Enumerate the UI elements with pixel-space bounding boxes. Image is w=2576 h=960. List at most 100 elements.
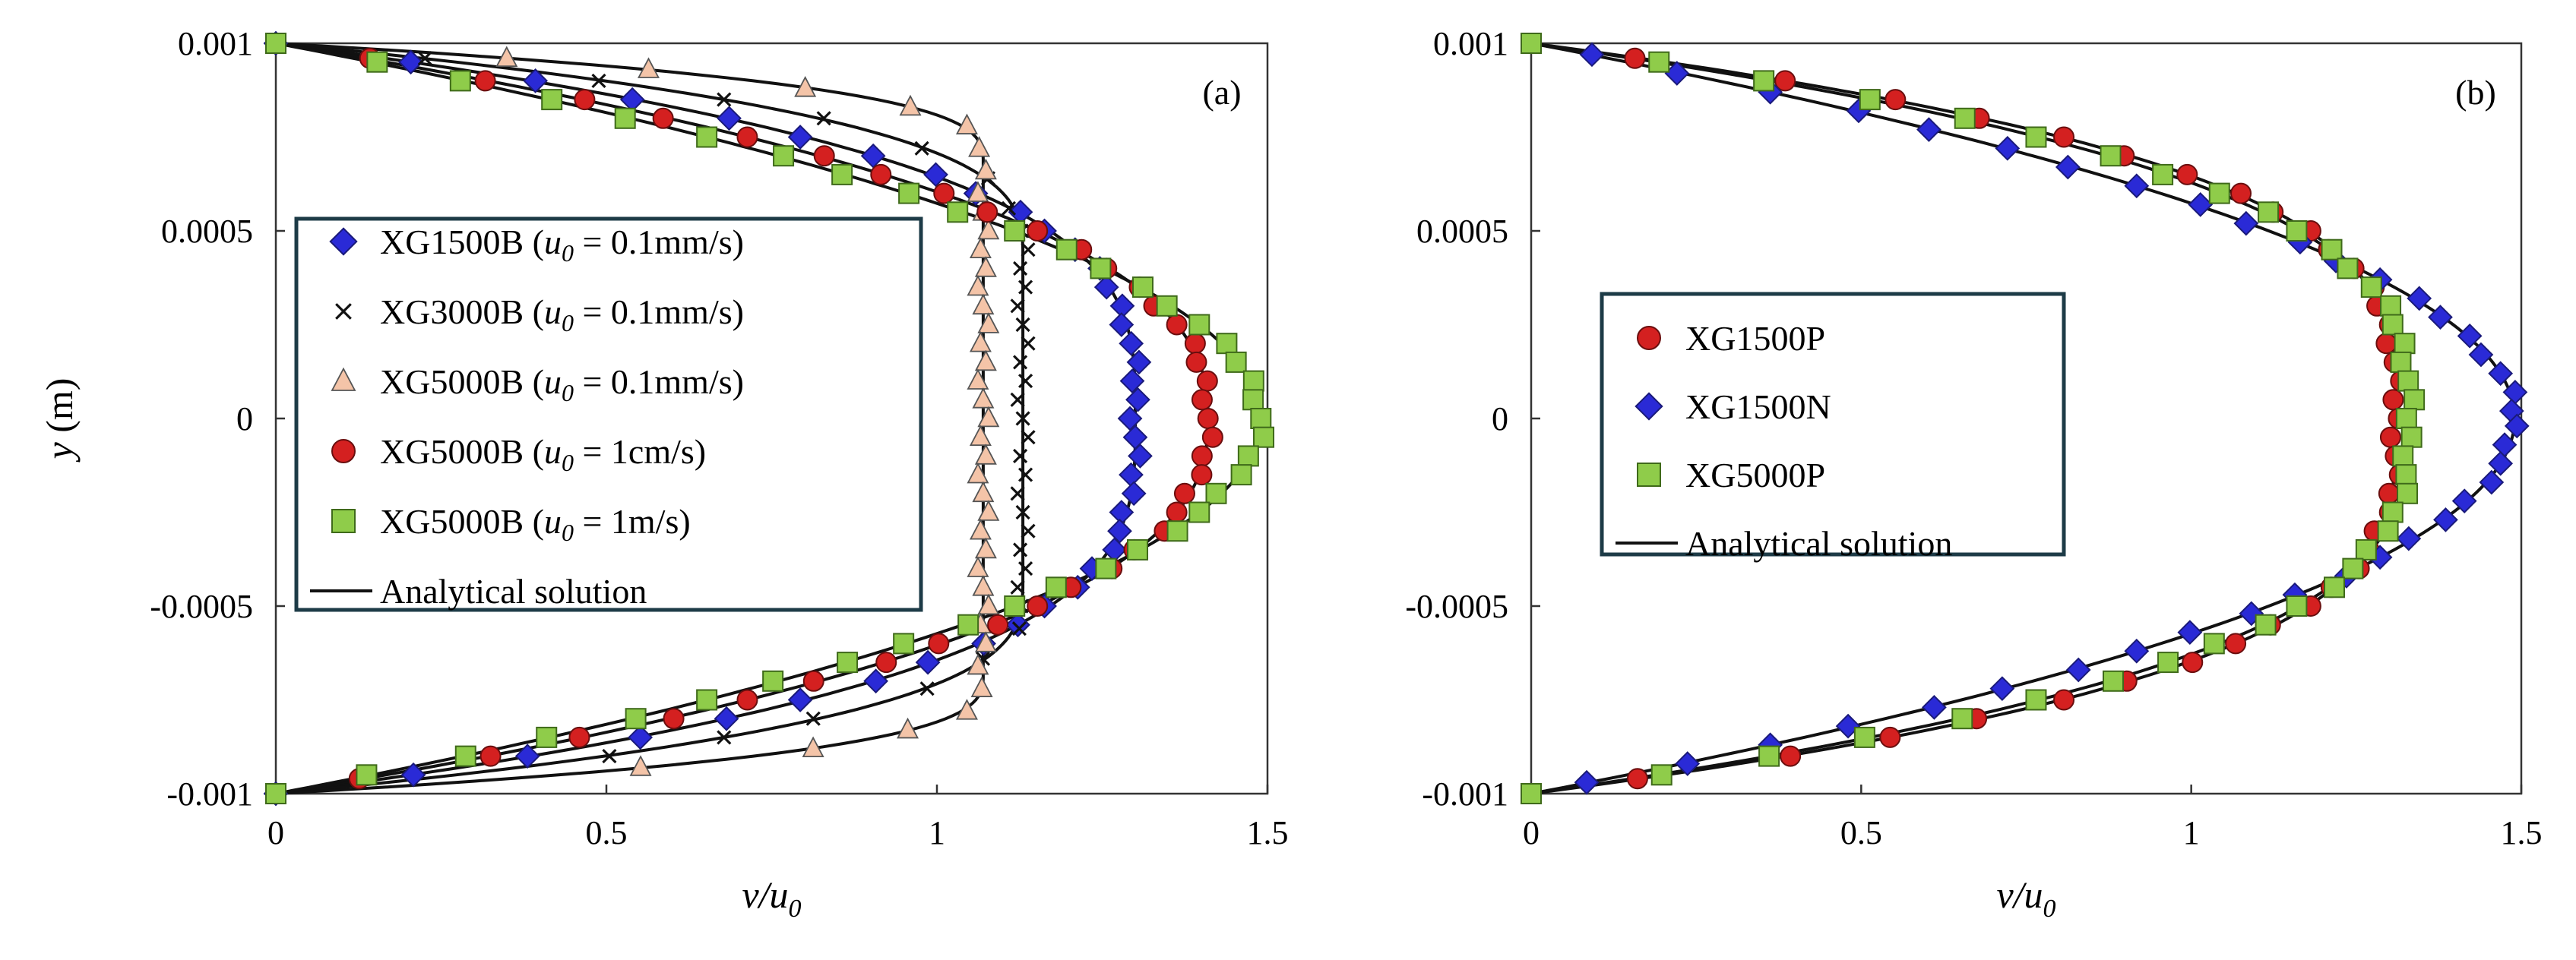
data-point	[1859, 89, 1881, 111]
data-point	[1125, 387, 1150, 412]
data-point	[541, 89, 563, 111]
data-point	[1574, 769, 1600, 795]
data-point	[899, 94, 922, 116]
data-point	[2124, 173, 2150, 199]
data-point	[860, 143, 886, 169]
data-point	[1027, 220, 1049, 242]
x-tick-label: 1	[2183, 814, 2200, 851]
data-point	[977, 218, 1000, 240]
data-point	[398, 49, 423, 75]
data-point	[2392, 445, 2414, 467]
legend-label: XG5000B (u0 = 1cm/s)	[380, 432, 706, 476]
y-tick-label: 0	[1492, 400, 1508, 437]
chart-panel-a: 0 0.5 1 1.5 0.001 0.0005 0 -0.0005 -0.001 v/u0 y (…	[38, 25, 1289, 923]
data-point	[898, 182, 920, 204]
data-point	[967, 556, 989, 577]
data-point	[1010, 579, 1025, 595]
data-point	[1579, 42, 1605, 68]
series-square	[1521, 33, 2426, 804]
data-point	[2286, 595, 2308, 617]
data-point	[969, 330, 992, 352]
data-point	[967, 462, 989, 484]
legend-marker	[331, 509, 356, 533]
data-point	[2381, 501, 2404, 523]
data-point	[1021, 242, 1036, 257]
data-point	[1624, 47, 1646, 69]
data-point	[2381, 314, 2404, 336]
legend-label: Analytical solution	[1685, 524, 1952, 563]
data-point	[837, 652, 859, 674]
data-point	[1017, 374, 1033, 389]
data-point	[1166, 520, 1188, 542]
data-point	[2378, 482, 2400, 504]
data-point	[2225, 633, 2247, 655]
data-point	[1216, 333, 1238, 355]
data-point	[1196, 370, 1218, 392]
legend-item: XG5000B (u0 = 1m/s)	[331, 502, 691, 546]
data-point	[1205, 482, 1227, 504]
data-point	[2188, 192, 2214, 217]
data-point	[1916, 117, 1941, 142]
legend-label: XG1500B (u0 = 0.1mm/s)	[380, 223, 744, 267]
data-point	[972, 481, 995, 503]
x-tick-label: 0	[267, 814, 284, 851]
series-triangle	[495, 46, 1000, 776]
data-point	[2390, 351, 2412, 373]
data-point	[875, 652, 897, 674]
data-point	[2065, 657, 2091, 683]
data-point	[2404, 389, 2426, 411]
data-point	[2258, 201, 2280, 223]
data-point	[1954, 107, 1976, 129]
data-point	[2395, 464, 2417, 486]
legend-marker	[1635, 392, 1663, 421]
data-point	[1951, 708, 1973, 730]
data-point	[2055, 154, 2081, 180]
data-point	[1122, 425, 1148, 450]
data-point	[1774, 70, 1796, 92]
data-point	[1127, 538, 1149, 561]
data-point	[736, 689, 758, 711]
data-point	[1156, 295, 1178, 317]
legend-label: XG5000B (u0 = 1m/s)	[380, 502, 691, 546]
data-point	[265, 33, 286, 54]
x-tick-label: 0	[1523, 814, 1540, 851]
legend-label: XG3000B (u0 = 0.1mm/s)	[380, 292, 744, 336]
data-point	[2239, 601, 2264, 627]
data-point	[2394, 333, 2416, 355]
legend: XG1500P XG1500N XG5000P Analytical solution	[1600, 292, 2066, 563]
data-point	[968, 136, 991, 157]
data-point	[1017, 279, 1033, 295]
data-point	[1780, 745, 1802, 767]
data-point	[2395, 408, 2417, 429]
data-point	[2379, 426, 2401, 448]
legend-item: XG5000B (u0 = 0.1mm/s)	[331, 362, 744, 406]
data-point	[1055, 238, 1078, 261]
data-point	[1989, 676, 2015, 702]
data-point	[366, 51, 388, 73]
data-point	[1121, 481, 1147, 507]
data-point	[1045, 576, 1067, 598]
data-point	[933, 182, 955, 204]
data-point	[1015, 411, 1030, 426]
data-point	[1004, 595, 1026, 617]
data-point	[1521, 783, 1542, 804]
data-point	[1109, 312, 1135, 337]
x-tick-label: 0.5	[586, 814, 628, 851]
data-point	[2233, 210, 2259, 236]
legend-label: XG5000P	[1685, 456, 1825, 494]
data-point	[614, 107, 636, 129]
y-tick-label: -0.001	[166, 775, 253, 813]
data-point	[1015, 504, 1030, 520]
data-point	[2451, 488, 2477, 514]
data-point	[1119, 368, 1145, 393]
data-point	[717, 730, 732, 745]
data-point	[2100, 145, 2122, 167]
y-tick-label: 0.0005	[161, 213, 253, 250]
data-point	[2396, 526, 2422, 551]
y-tick-label: -0.001	[1422, 775, 1508, 813]
data-point	[919, 681, 935, 696]
data-point	[1001, 201, 1017, 216]
data-point	[955, 699, 978, 720]
data-point	[1017, 467, 1033, 482]
